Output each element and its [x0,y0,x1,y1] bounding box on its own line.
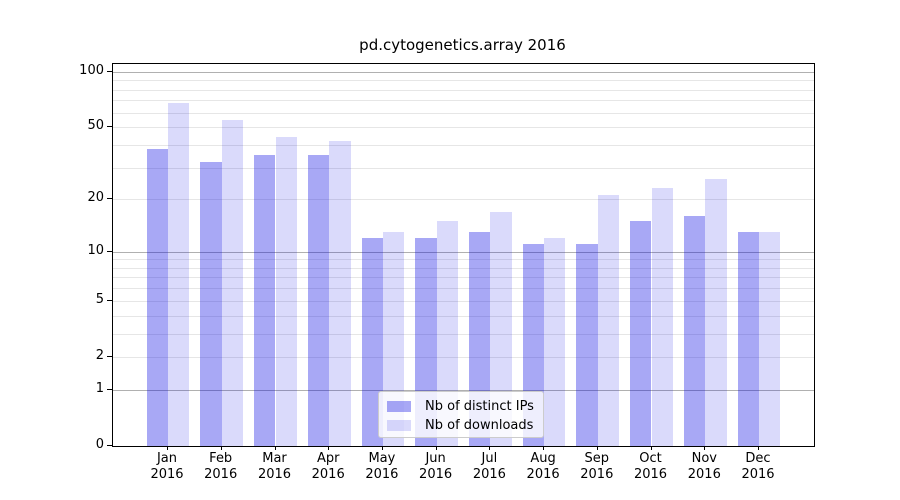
bar-downloads-nov [705,178,727,446]
bar-ips-apr [307,155,330,446]
gridline-minor-20 [113,199,814,201]
y-tick-label-100: 100 [79,62,104,78]
x-tick-jul [489,446,491,450]
x-tick-label-aug: Aug 2016 [526,451,560,482]
y-tick-label-10: 10 [87,242,104,258]
bar-downloads-aug [544,238,566,446]
gridline-minor-3 [113,333,814,335]
gridline-minor-2 [113,356,814,358]
y-tick-5 [107,299,112,301]
x-tick-apr [328,446,330,450]
x-tick-oct [650,446,652,450]
bar-ips-dec [737,231,759,446]
bar-ips-sep [576,244,598,446]
legend-item-downloads: Nb of downloads [379,416,543,435]
y-tick-1 [107,388,112,390]
legend-label-distinct-ips: Nb of distinct IPs [425,399,534,414]
x-tick-jun [435,446,437,450]
gridline-minor-50 [113,127,814,129]
x-tick-aug [543,446,545,450]
gridline-minor-30 [113,167,814,169]
x-tick-label-jan: Jan 2016 [150,451,184,482]
gridline-minor-80 [113,89,814,91]
gridline-minor-60 [113,112,814,114]
bar-ips-oct [630,221,652,446]
y-tick-100 [107,70,112,72]
y-tick-20 [107,198,112,200]
gridline-major-1 [113,389,814,391]
bar-downloads-dec [759,231,781,446]
chart-title: pd.cytogenetics.array 2016 [359,36,566,54]
x-tick-dec [758,446,759,450]
bar-ips-feb [200,162,222,446]
gridline-minor-5 [113,300,814,302]
y-tick-label-0: 0 [95,437,104,452]
y-tick-label-1: 1 [95,380,104,396]
y-tick-label-2: 2 [95,347,104,363]
gridline-minor-4 [113,315,814,317]
x-tick-label-feb: Feb 2016 [204,451,238,482]
x-tick-mar [274,446,276,450]
bar-downloads-jul [490,211,512,446]
bar-downloads-feb [221,119,244,446]
x-tick-label-jul: Jul 2016 [472,451,506,482]
bar-ips-mar [254,155,276,446]
bar-ips-may [361,238,383,446]
legend: Nb of distinct IPs Nb of downloads [378,391,544,438]
bar-downloads-mar [275,137,297,446]
gridline-major-100 [113,71,814,73]
gridline-minor-9 [113,259,814,261]
gridline-minor-8 [113,267,814,269]
gridline-minor-40 [113,144,814,146]
x-tick-nov [704,446,706,450]
legend-item-distinct-ips: Nb of distinct IPs [379,397,543,416]
x-tick-label-jun: Jun 2016 [419,451,453,482]
gridline-minor-7 [113,277,814,279]
legend-swatch-downloads [387,420,411,431]
x-tick-sep [596,446,598,450]
bar-downloads-sep [597,195,620,446]
x-tick-label-oct: Oct 2016 [633,451,668,482]
x-tick-feb [220,446,222,450]
y-tick-label-20: 20 [87,190,104,206]
gridline-minor-90 [113,80,814,82]
y-tick-2 [107,355,112,357]
y-tick-50 [107,126,112,128]
bar-ips-jan [146,148,168,446]
x-tick-jan [167,446,168,450]
x-tick-label-dec: Dec 2016 [741,451,775,482]
bar-downloads-jun [436,221,458,446]
x-tick-label-nov: Nov 2016 [687,451,721,482]
y-tick-10 [107,250,112,252]
x-tick-may [381,446,383,450]
y-tick-label-50: 50 [87,118,104,134]
bar-downloads-oct [651,188,673,446]
x-tick-label-sep: Sep 2016 [580,451,614,482]
gridline-minor-70 [113,100,814,102]
plot-area [112,63,815,447]
legend-swatch-distinct-ips [387,401,411,412]
gridline-minor-6 [113,288,814,290]
x-tick-label-mar: Mar 2016 [257,451,292,482]
x-tick-label-may: May 2016 [365,451,399,482]
y-tick-label-5: 5 [95,291,104,307]
legend-label-downloads: Nb of downloads [425,418,534,433]
x-tick-label-apr: Apr 2016 [311,451,345,482]
bar-ips-nov [683,216,706,446]
bar-downloads-jan [168,102,190,446]
gridline-major-10 [113,251,814,253]
y-tick-0 [107,445,112,446]
bar-downloads-apr [329,140,351,446]
